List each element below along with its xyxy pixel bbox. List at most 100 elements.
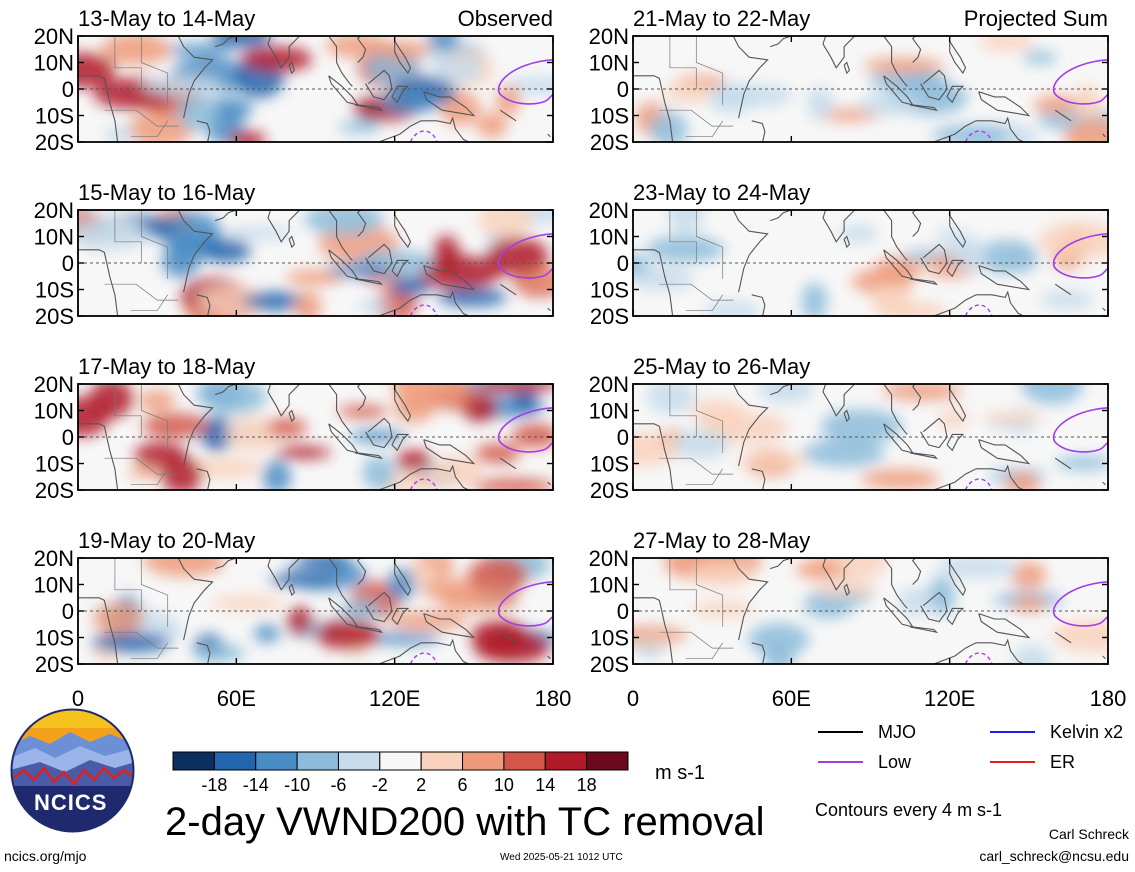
wind-field (633, 210, 1108, 316)
anomaly-blob (820, 409, 903, 444)
contour-note: Contours every 4 m s-1 (815, 800, 1003, 820)
colorbar-tick-label: -6 (330, 775, 346, 795)
y-tick-label: 0 (617, 425, 629, 450)
low-contour (497, 581, 553, 627)
anomaly-blob (100, 36, 171, 66)
y-tick-label: 20S (590, 478, 629, 503)
panel-label: 17-May to 18-May (78, 354, 255, 379)
chart-canvas: 13-May to 14-May Observed20N10N010S20S15-… (34, 6, 1127, 711)
colorbar-swatch (462, 751, 505, 771)
anomaly-blob (431, 57, 485, 83)
anomaly-blob (814, 581, 879, 597)
borders (659, 558, 734, 660)
y-tick-label: 20N (589, 372, 629, 397)
column-label: Projected Sum (964, 6, 1108, 31)
anomaly-blob (691, 399, 746, 425)
low-contour (1052, 59, 1108, 105)
anomaly-blob (78, 52, 116, 88)
y-tick-label: 10S (35, 626, 74, 651)
author-email[interactable]: carl_schreck@ncsu.edu (979, 848, 1129, 864)
colorbar-swatch (379, 751, 422, 771)
anomaly-blob (636, 635, 670, 648)
anomaly-blob (1064, 119, 1108, 142)
anomaly-blob (1040, 290, 1094, 309)
anomaly-blob (763, 644, 795, 664)
panel-label: 25-May to 26-May (633, 354, 810, 379)
anomaly-blob (177, 96, 220, 132)
y-tick-label: 10S (590, 104, 629, 129)
anomaly-blob (211, 36, 273, 49)
colorbar-swatch (337, 751, 381, 771)
anomaly-blob (467, 558, 528, 595)
anomaly-blob (184, 457, 263, 479)
anomaly-blob (104, 125, 134, 142)
legend-label: Kelvin x2 (1050, 722, 1123, 742)
anomaly-blob (1005, 472, 1040, 490)
logo-text: NCICS (34, 790, 108, 815)
anomaly-blob (476, 384, 553, 393)
x-tick-label: 60E (772, 686, 811, 711)
x-axis: 0 60E 120E 180 0 60E 120E 180 (72, 686, 1126, 711)
borders (104, 36, 179, 138)
anomaly-blob (387, 568, 416, 601)
y-tick-label: 20N (34, 546, 74, 571)
anomaly-blob (688, 561, 754, 587)
anomaly-blob (395, 449, 432, 472)
anomaly-blob (1022, 50, 1058, 65)
y-tick-label: 20N (589, 546, 629, 571)
low-contour (1052, 581, 1108, 627)
anomaly-blob (128, 465, 163, 479)
panel-label: 21-May to 22-May (633, 6, 810, 31)
anomaly-blob (438, 589, 520, 613)
y-tick-label: 10S (35, 452, 74, 477)
anomaly-blob (210, 595, 286, 611)
anomaly-blob (418, 255, 502, 290)
y-tick-label: 10N (34, 225, 74, 250)
x-tick-label: 0 (72, 686, 84, 711)
anomaly-blob (472, 478, 553, 490)
wind-field (78, 384, 553, 490)
colorbar-tick-label: -14 (243, 775, 269, 795)
borders (659, 384, 734, 486)
y-tick-label: 20N (589, 24, 629, 49)
low-contour-dashed (964, 652, 993, 664)
colorbar-swatch (213, 751, 257, 771)
site-link[interactable]: ncics.org/mjo (4, 848, 87, 864)
colorbar-swatch (255, 751, 298, 771)
anomaly-blob (473, 630, 551, 664)
anomaly-blob (78, 396, 110, 437)
y-tick-label: 20N (34, 198, 74, 223)
y-tick-label: 10S (590, 626, 629, 651)
anomaly-blob (979, 36, 1034, 52)
anomaly-blob (1012, 644, 1052, 664)
anomaly-blob (357, 299, 393, 313)
anomaly-blob (938, 408, 969, 429)
y-tick-label: 0 (62, 425, 74, 450)
y-tick-label: 10S (590, 278, 629, 303)
low-contour-dashed (409, 652, 438, 664)
low-contour-dashed (964, 478, 993, 490)
coastlines (78, 36, 551, 142)
anomaly-blob (882, 384, 962, 401)
wind-field (78, 558, 553, 664)
x-tick-label: 120E (369, 686, 420, 711)
anomaly-blob (139, 389, 175, 412)
y-tick-label: 10N (34, 51, 74, 76)
anomaly-blob (254, 624, 280, 643)
anomaly-blob (201, 384, 267, 415)
colorbar-tick-label: 10 (494, 775, 514, 795)
anomaly-blob (673, 429, 730, 460)
anomaly-blob (93, 602, 144, 636)
anomaly-blob (274, 446, 332, 460)
anomaly-blob (1033, 95, 1083, 115)
anomaly-blob (982, 411, 1045, 424)
anomaly-blob (474, 443, 521, 464)
panel-label: 23-May to 24-May (633, 180, 810, 205)
x-tick-label: 60E (217, 686, 256, 711)
wind-field (633, 384, 1108, 490)
y-tick-label: 10N (589, 399, 629, 424)
anomaly-blob (734, 453, 811, 468)
anomaly-blob (193, 644, 246, 662)
